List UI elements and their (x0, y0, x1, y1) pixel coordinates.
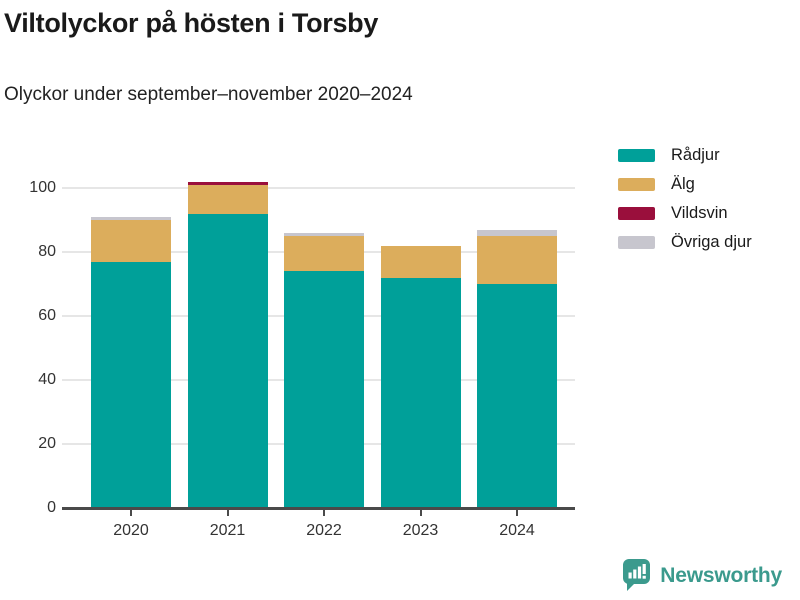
bar-2023 (380, 245, 461, 508)
bar-segment-radjur (380, 277, 461, 508)
legend-label-alg: Älg (671, 175, 695, 193)
y-axis-tick-label: 40 (38, 371, 56, 388)
x-axis-tick-2024 (516, 510, 518, 516)
x-axis-label-2020: 2020 (113, 522, 149, 539)
bar-segment-ovriga-djur (91, 216, 171, 221)
x-axis-tick-2023 (419, 510, 422, 516)
x-axis-tick-2020 (130, 510, 132, 516)
bar-2024 (477, 229, 557, 508)
legend-item-ovriga-djur: Övriga djur (618, 233, 752, 251)
bar-segment-alg (380, 245, 461, 278)
bar-segment-ovriga-djur (284, 232, 364, 237)
legend-item-vildsvin: Vildsvin (618, 204, 752, 222)
chart-subtitle: Olyckor under september–november 2020–20… (4, 84, 413, 105)
legend-swatch-vildsvin (618, 207, 655, 220)
page-title: Viltolyckor på hösten i Torsby (4, 8, 379, 38)
x-axis-tick-2021 (226, 510, 229, 516)
bar-segment-vildsvin (187, 181, 268, 185)
x-axis-label-2023: 2023 (402, 522, 439, 539)
legend-item-alg: Älg (618, 175, 752, 193)
y-axis-tick-label: 100 (29, 179, 56, 196)
legend-swatch-ovriga-djur (618, 236, 655, 249)
legend-label-vildsvin: Vildsvin (671, 204, 728, 222)
x-axis-label-2022: 2022 (306, 522, 342, 539)
x-axis-label-2024: 2024 (499, 522, 535, 539)
brand-footer: Newsworthy (622, 559, 782, 592)
bar-segment-radjur (284, 271, 364, 508)
chart-legend: Rådjur Älg Vildsvin Övriga djur (618, 146, 752, 251)
bar-segment-alg (91, 220, 171, 262)
x-axis-line (62, 507, 575, 510)
bar-segment-radjur (187, 213, 268, 508)
bar-2021 (187, 181, 268, 508)
bar-2022 (284, 232, 364, 508)
y-axis-tick-label: 80 (38, 243, 56, 260)
x-axis-label-2021: 2021 (209, 522, 246, 539)
bar-segment-alg (477, 236, 557, 284)
gridline-y-100 (62, 187, 575, 189)
legend-label-ovriga-djur: Övriga djur (671, 233, 752, 251)
legend-swatch-alg (618, 178, 655, 191)
bar-segment-alg (187, 184, 268, 214)
x-axis-tick-2022 (323, 510, 325, 516)
y-axis-tick-label: 20 (38, 435, 56, 452)
bar-segment-ovriga-djur (477, 229, 557, 236)
legend-swatch-radjur (618, 149, 655, 162)
bar-2020 (91, 216, 171, 508)
bar-segment-alg (284, 236, 364, 272)
y-axis-tick-label: 0 (47, 499, 56, 516)
bar-chart-speech-bubble-icon (623, 559, 651, 591)
bar-segment-radjur (477, 284, 557, 508)
brand-name: Newsworthy (660, 563, 782, 587)
bar-segment-radjur (91, 261, 171, 508)
y-axis-tick-label: 60 (38, 307, 56, 324)
legend-label-radjur: Rådjur (671, 146, 720, 164)
legend-item-radjur: Rådjur (618, 146, 752, 164)
